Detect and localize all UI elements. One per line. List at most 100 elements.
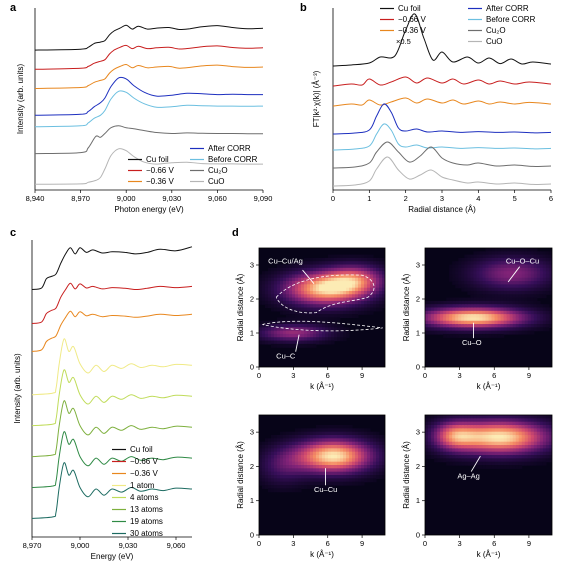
heatmap-cell bbox=[271, 333, 275, 338]
heatmap-cell bbox=[334, 465, 338, 469]
heatmap-cell bbox=[491, 330, 496, 335]
heatmap-cell bbox=[542, 277, 547, 282]
heatmap-cell bbox=[379, 304, 383, 309]
heatmap-cell bbox=[283, 435, 287, 439]
heatmap-cell bbox=[373, 257, 377, 262]
heatmap-cell bbox=[473, 267, 477, 272]
heatmap-cell bbox=[265, 441, 269, 446]
heatmap-cell bbox=[355, 300, 359, 305]
heatmap-cell bbox=[334, 448, 338, 453]
heatmap-cell bbox=[464, 428, 468, 433]
heatmap-cell bbox=[289, 461, 293, 466]
heatmap-cell bbox=[361, 451, 365, 456]
heatmap-cell bbox=[301, 455, 305, 459]
heatmap-cell bbox=[512, 327, 517, 332]
heatmap-cell bbox=[428, 418, 432, 423]
heatmap-cell bbox=[304, 267, 308, 272]
heatmap-cell bbox=[482, 435, 487, 439]
heatmap-cell bbox=[515, 257, 520, 262]
heatmap-cell bbox=[304, 320, 308, 325]
heatmap-cell bbox=[376, 431, 380, 436]
heatmap-cell bbox=[527, 304, 532, 309]
heatmap-cell bbox=[259, 471, 263, 476]
heatmap-cell bbox=[298, 324, 302, 328]
heatmap-cell bbox=[286, 327, 290, 332]
heatmap-cell bbox=[485, 458, 490, 463]
heatmap-cell bbox=[289, 340, 293, 345]
panel-letter-a: a bbox=[10, 2, 17, 14]
heatmap-cell bbox=[265, 277, 269, 282]
heatmap-cell bbox=[328, 435, 332, 439]
heatmap-cell bbox=[458, 333, 462, 338]
heatmap-cell bbox=[497, 287, 502, 292]
heatmap-cell bbox=[518, 294, 523, 299]
heatmap-cell bbox=[524, 297, 529, 302]
heatmap-cell bbox=[515, 284, 520, 289]
heatmap-cell bbox=[518, 277, 523, 282]
heatmap-cell bbox=[349, 468, 353, 473]
heatmap-cell bbox=[313, 475, 317, 479]
heatmap-cell bbox=[283, 481, 287, 486]
heatmap-cell bbox=[530, 277, 535, 282]
heatmap-cell bbox=[301, 428, 305, 433]
heatmap-cell bbox=[322, 314, 326, 319]
heatmap-cell bbox=[295, 290, 299, 295]
heatmap-cell bbox=[331, 481, 335, 486]
heatmap-cell bbox=[521, 431, 526, 436]
heatmap-cell bbox=[503, 418, 508, 423]
heatmap-cell bbox=[521, 248, 526, 252]
heatmap-cell bbox=[515, 290, 520, 295]
heatmap-cell bbox=[370, 310, 374, 315]
heatmap-cell bbox=[325, 277, 329, 282]
heatmap-cell bbox=[482, 448, 487, 453]
heatmap-cell bbox=[307, 431, 311, 436]
heatmap-cell bbox=[313, 458, 317, 463]
heatmap-cell bbox=[346, 290, 350, 295]
heatmap-cell bbox=[512, 425, 517, 429]
heatmap-cell bbox=[527, 287, 532, 292]
heatmap-cell bbox=[494, 300, 499, 305]
heatmap-cell bbox=[518, 441, 523, 446]
heatmap-cell bbox=[316, 287, 320, 292]
heatmap-cell bbox=[476, 287, 481, 292]
heatmap-cell bbox=[440, 300, 444, 305]
heatmap-cell bbox=[340, 330, 344, 335]
heatmap-cell bbox=[473, 300, 477, 305]
heatmap-cell bbox=[446, 333, 450, 338]
heatmap-cell bbox=[425, 455, 429, 459]
heatmap-cell bbox=[307, 478, 311, 483]
heatmap-cell bbox=[470, 304, 474, 309]
heatmap-cell bbox=[485, 307, 490, 312]
heatmap-cell bbox=[485, 320, 490, 325]
heatmap-cell bbox=[310, 330, 314, 335]
legend-label-2: −0.66 V bbox=[398, 15, 426, 24]
heatmap-cell bbox=[355, 307, 359, 312]
heatmap-cell bbox=[286, 281, 290, 285]
heatmap-cell bbox=[370, 441, 374, 446]
heatmap-cell bbox=[491, 438, 496, 443]
heatmap-cell bbox=[370, 297, 374, 302]
heatmap-cell bbox=[479, 254, 484, 259]
heatmap-cell bbox=[530, 425, 535, 429]
heatmap-cell bbox=[497, 435, 502, 439]
heatmap-cell bbox=[500, 465, 505, 469]
x-tick-label: 0 bbox=[331, 194, 335, 203]
heatmap-cell bbox=[524, 307, 529, 312]
heatmap-cell bbox=[304, 441, 308, 446]
heatmap-cell bbox=[376, 284, 380, 289]
heatmap-cell bbox=[277, 284, 281, 289]
heatmap-cell bbox=[313, 261, 317, 266]
heatmap-cell bbox=[331, 271, 335, 276]
heatmap-cell bbox=[361, 435, 365, 439]
heatmap-cell bbox=[298, 294, 302, 299]
heatmap-cell bbox=[355, 304, 359, 309]
heatmap-cell bbox=[379, 465, 383, 469]
heatmap-cell bbox=[262, 284, 266, 289]
heatmap-cell bbox=[494, 271, 499, 276]
heatmap-cell bbox=[301, 330, 305, 335]
heatmap-cell bbox=[461, 274, 465, 279]
heatmap-cell bbox=[292, 324, 296, 328]
heatmap-cell bbox=[316, 425, 320, 429]
heatmap-cell bbox=[434, 438, 438, 443]
heatmap-cell bbox=[500, 300, 505, 305]
